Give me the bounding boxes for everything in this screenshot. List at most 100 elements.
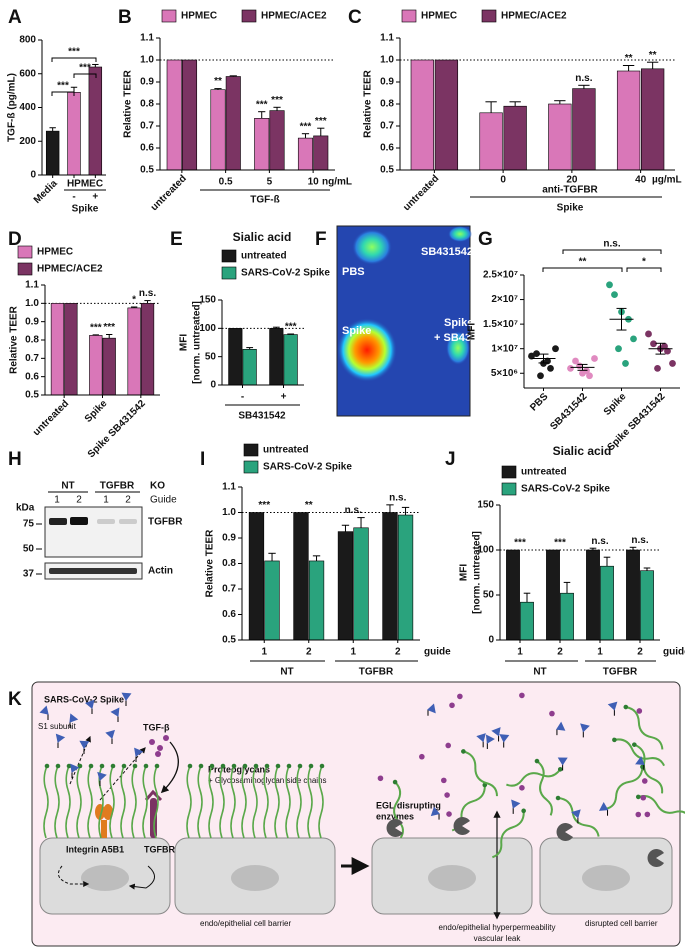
bar [64,303,78,396]
y-tick-label: 0.6 [380,143,394,154]
spike [485,734,495,744]
arrow [57,865,90,887]
glycocalyx-cap [264,763,270,769]
bar [269,110,285,171]
glycocalyx [109,765,115,839]
y-axis-label: MFI [467,323,478,340]
significance-bracket [542,267,623,272]
diagram-label: endo/epithelial cell barrier [200,919,292,928]
y-axis-label: MFI [459,564,470,581]
group-label: guide [424,647,451,658]
group-label: TGF-ß [250,195,279,206]
panel-k: K SARS-CoV-2 Spike S1 subunit TGF-β Prot… [8,681,685,947]
band-label: Actin [148,566,173,577]
dot [650,340,657,348]
x-tick-label: 0.5 [219,177,233,188]
glycocalyx-fragment [506,768,562,787]
arrow [160,741,179,794]
bar [410,59,434,171]
significance: * [132,295,136,306]
dot [615,345,622,353]
dot [586,372,593,380]
significance: *** [300,121,312,132]
x-tick-label: 40 [635,175,647,186]
y-tick-label: 0 [210,380,216,391]
bar [166,59,182,171]
nucleus [582,865,630,891]
spike [69,713,79,723]
y-tick-label: 1.1 [140,33,154,44]
image-label: + SB431542 [434,332,495,344]
tgf-dot [419,753,425,760]
significance: ** [579,257,587,268]
significance-bracket [626,267,662,272]
significance: *** [285,322,297,333]
legend-swatch [221,249,237,263]
glycocalyx [285,765,291,839]
spike [511,799,521,809]
glycocalyx-fragment [637,794,685,819]
x-tick-label: 20 [566,175,578,186]
significance: *** [103,322,115,333]
significance-bracket [562,249,662,254]
glycocalyx-cap [521,808,526,814]
significance: ** [214,76,222,87]
significance: ** [305,500,313,511]
receptor [150,798,157,838]
image-label: Spike [444,317,473,329]
glycocalyx [307,765,313,839]
dot [591,355,598,362]
significance: n.s. [591,536,608,547]
x-tick-label: 1 [517,647,523,658]
legend-label: untreated [263,445,309,456]
enzyme [386,819,403,837]
glycocalyx-cap [632,742,637,747]
glycocalyx-cap [242,763,248,769]
dot [661,342,668,350]
y-tick-label: 1.1 [25,280,39,291]
y-axis-label: Relative TEER [123,69,134,138]
y-tick-label: 800 [19,35,36,46]
kda-title: kDa [16,503,35,514]
chart-title: Sialic acid [233,230,292,244]
arrow [128,865,155,890]
x-tick-label: 1 [350,647,356,658]
bar [248,512,265,641]
tgf-dot [155,751,161,757]
glycocalyx [197,765,203,839]
y-tick-label: 150 [199,295,216,306]
group-label: Spike [557,203,584,214]
bar [560,592,574,641]
glycocalyx-cap [557,766,563,772]
spike [491,727,501,737]
x-tick-label: SB431542 [548,391,590,433]
tgf-dot [636,708,643,714]
y-tick-label: 0.7 [140,121,154,132]
significance: *** [256,99,268,110]
y-tick-label: 0.5 [140,165,154,176]
tgf-dot [377,775,384,782]
dot [552,345,559,353]
glycocalyx-cap [308,763,314,769]
glycocalyx-cap [110,763,116,769]
spike [476,733,486,743]
bar [640,570,654,641]
arrow [99,747,146,801]
x-tick-label: 5 [267,177,273,188]
spike [70,763,80,773]
legend-swatch [501,465,517,479]
glycocalyx [153,765,159,839]
dot [572,357,579,365]
significance-bracket [73,73,97,78]
glycocalyx [54,765,60,839]
significance: *** [68,47,80,58]
legend-label: untreated [521,467,567,478]
x-tick-label: 0 [500,175,506,186]
bar [353,527,369,641]
glycocalyx-cap [77,763,83,769]
glycocalyx-cap [623,704,629,710]
significance-bracket [51,91,75,96]
y-tick-label: 2.5×10⁷ [483,270,518,281]
tgf-dot [441,777,447,784]
